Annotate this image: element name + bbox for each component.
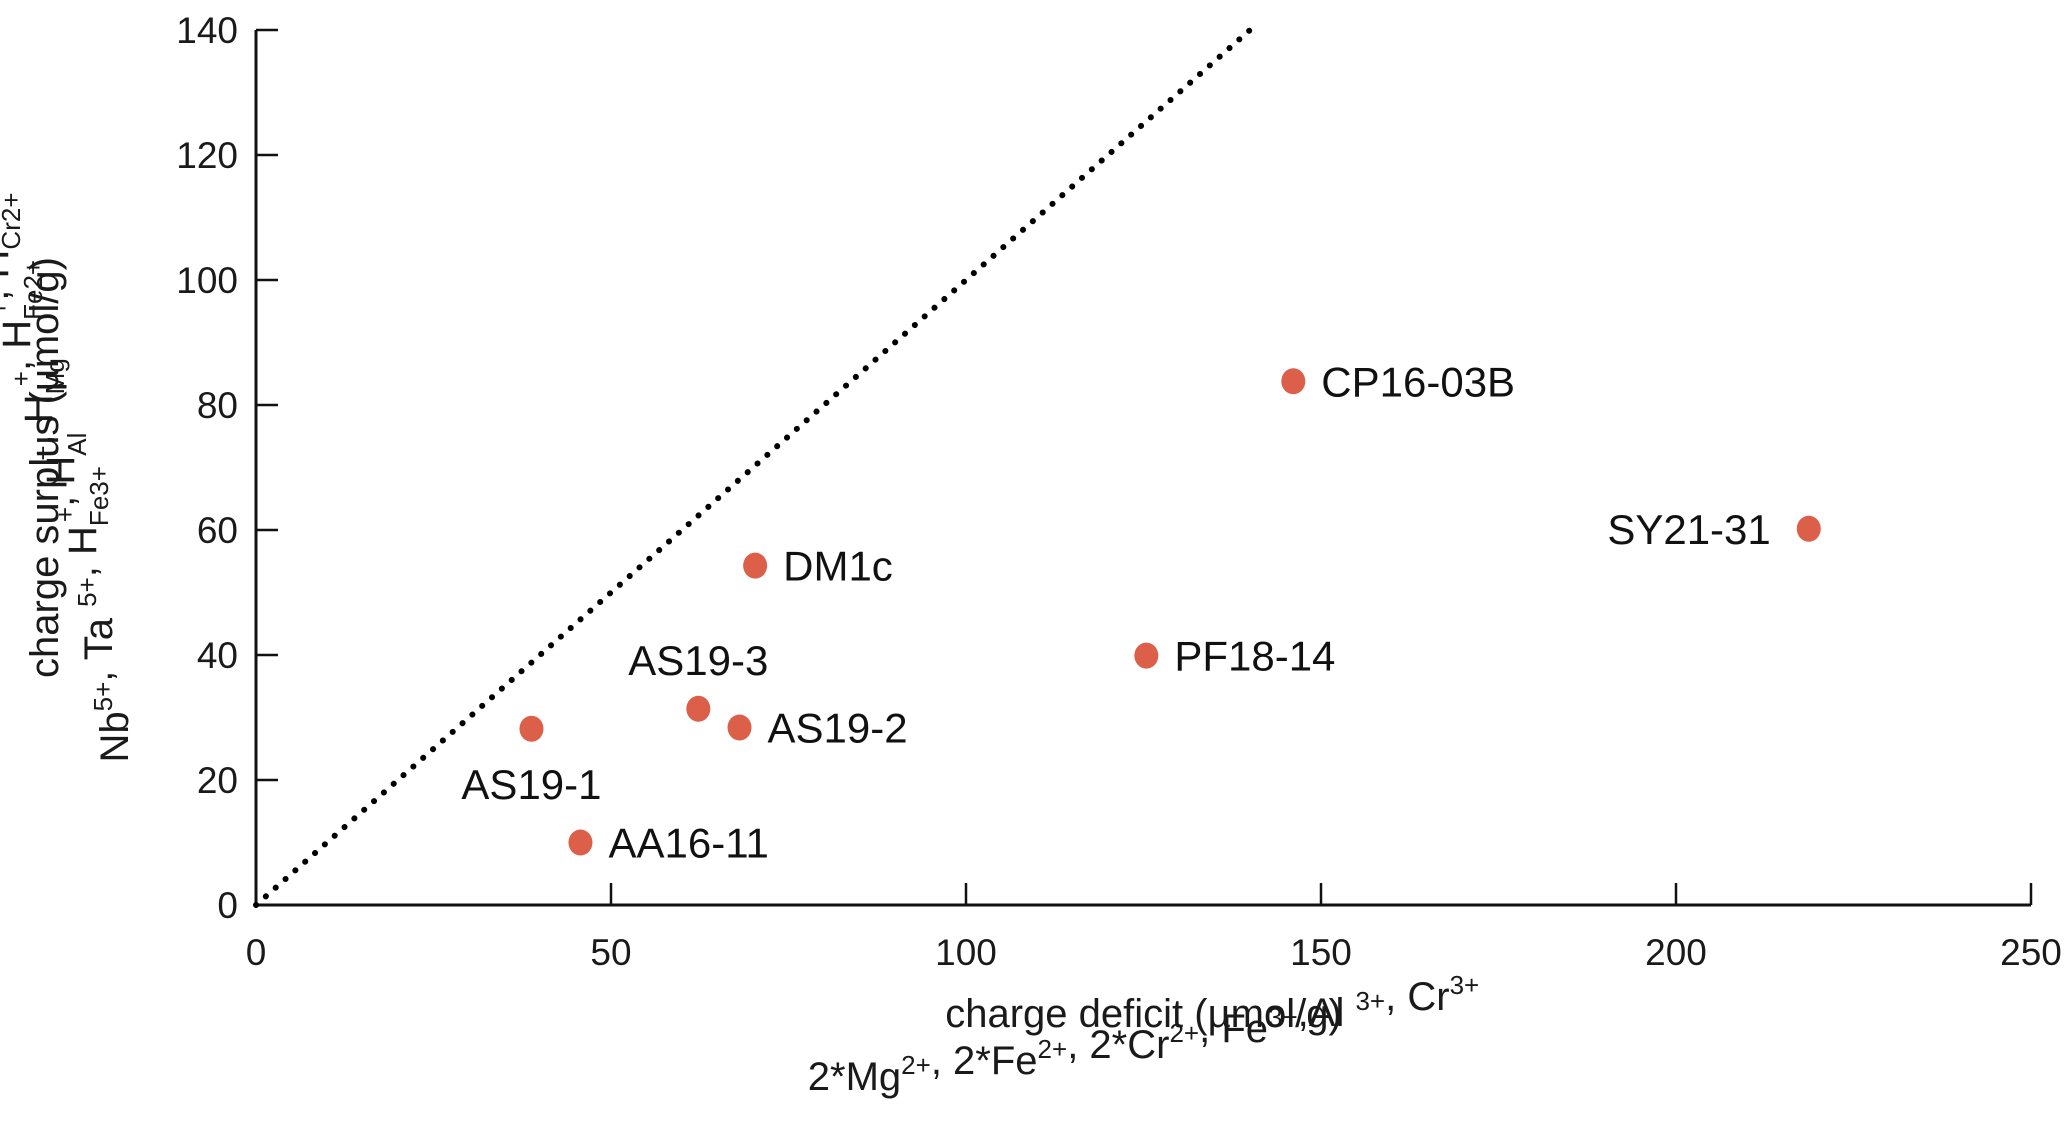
x-subtitle-sup: 3+	[1355, 986, 1385, 1016]
data-point	[519, 715, 544, 742]
x-subtitle-part: ,Al	[1298, 991, 1356, 1035]
y-axis-subtitle: Nb5+, Ta 5+, HFe3++, HAl+, HMg+, HFe2++,…	[0, 192, 137, 762]
axis-titles: charge deficit (µmol/g) 2*Mg2+, 2*Fe2+, …	[0, 192, 1479, 1099]
data-point	[743, 552, 768, 579]
y-axis-title: charge surplus (µmol/g)	[23, 257, 67, 678]
x-subtitle-sup: 2+	[1038, 1034, 1068, 1064]
x-subtitle-part: , 2*Fe	[931, 1039, 1038, 1083]
y-subtitle-sup: +	[28, 445, 58, 460]
y-subtitle-part: , H	[0, 320, 39, 371]
y-tick-label: 20	[197, 760, 238, 801]
point-label: DM1c	[783, 543, 893, 590]
y-subtitle-sub: Fe2+	[18, 260, 48, 320]
y-tick-label: 0	[217, 885, 238, 926]
x-subtitle-sup: 2+	[1169, 1018, 1199, 1048]
y-tick-label: 40	[197, 635, 238, 676]
x-tick-label: 50	[590, 932, 631, 973]
y-subtitle-part: , H	[39, 456, 83, 507]
data-point	[568, 829, 593, 856]
x-subtitle-sup: 3+	[1450, 970, 1480, 1000]
y-subtitle-sub: Cr2+	[0, 192, 26, 249]
data-point	[686, 695, 711, 722]
point-label: AA16-11	[608, 820, 768, 867]
y-subtitle-sub: Fe3+	[84, 466, 114, 526]
y-subtitle-sup: +	[0, 301, 14, 316]
data-point	[1796, 515, 1821, 542]
point-label: AS19-2	[768, 705, 908, 752]
point-label: CP16-03B	[1321, 358, 1515, 405]
y-tick-label: 100	[176, 260, 238, 301]
x-subtitle-part: , Cr	[1385, 975, 1449, 1019]
x-tick-label: 200	[1645, 932, 1707, 973]
data-point	[727, 714, 752, 741]
y-tick-label: 80	[197, 385, 238, 426]
reference-line-group	[253, 27, 1253, 908]
x-axis-subtitle: 2*Mg2+, 2*Fe2+, 2*Cr2+, Fe3+,Al 3+, Cr3+	[808, 970, 1479, 1099]
y-tick-label: 60	[197, 510, 238, 551]
point-label: AS19-3	[628, 637, 768, 684]
y-subtitle-sup: +	[6, 371, 36, 386]
y-subtitle-part: , H	[61, 526, 105, 577]
x-axis-title: charge deficit (µmol/g)	[945, 992, 1342, 1036]
y-tick-label: 120	[176, 135, 238, 176]
x-subtitle-sup: 3+	[1268, 1002, 1298, 1032]
y-subtitle-sup: +	[50, 507, 80, 522]
y-subtitle-part: Nb	[93, 711, 137, 762]
x-subtitle-sup: 2+	[901, 1050, 931, 1080]
x-tick-label: 250	[2000, 932, 2062, 973]
point-label: AS19-1	[461, 761, 601, 808]
data-point	[1134, 642, 1159, 669]
y-subtitle-part: , Ta	[77, 607, 121, 682]
axes: 0 50 100 150 200 250 0 20 40 60 80 100 120 140	[176, 10, 2062, 973]
y-subtitle-sub: Al	[62, 433, 92, 456]
x-tick-label: 150	[1290, 932, 1352, 973]
y-subtitle-part: , H	[17, 394, 61, 445]
y-subtitle-sup: 5+	[88, 682, 118, 712]
point-label: SY21-31	[1607, 506, 1770, 553]
y-subtitle-sub: Mg	[40, 358, 70, 394]
y-tick-label: 140	[176, 10, 238, 51]
x-tick-label: 100	[935, 932, 997, 973]
point-label: PF18-14	[1174, 633, 1335, 680]
one-to-one-reference-line	[253, 27, 1253, 908]
x-subtitle-part: , 2*Cr	[1067, 1023, 1169, 1067]
data-point	[1281, 368, 1306, 395]
y-subtitle-part: , H	[0, 250, 17, 301]
y-subtitle-sup: 5+	[72, 577, 102, 607]
x-subtitle-part: 2*Mg	[808, 1055, 901, 1099]
x-tick-label: 0	[246, 932, 267, 973]
x-subtitle-part: , Fe	[1199, 1007, 1268, 1051]
